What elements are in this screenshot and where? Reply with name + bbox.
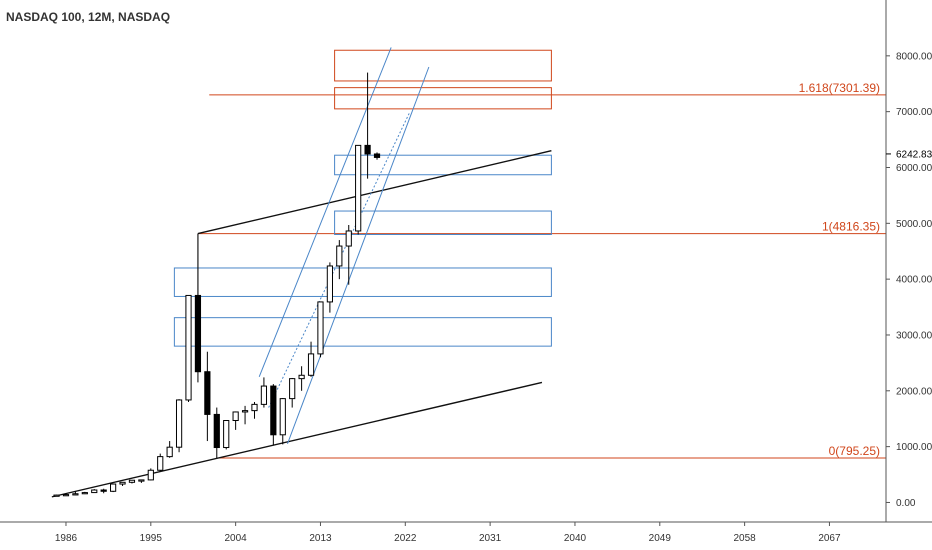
- x-tick-label: 2067: [818, 533, 841, 544]
- time-axis[interactable]: 1986 1995 2004 2013 2022 2031 2040 2049 2058 2067: [55, 522, 841, 544]
- chart-title: NASDAQ 100, 12M, NASDAQ: [6, 10, 170, 24]
- x-tick-label: 1995: [140, 533, 163, 544]
- candle-up: [175, 399, 183, 448]
- black-trendline[interactable]: [197, 150, 552, 235]
- blue-zone-box[interactable]: [173, 267, 552, 297]
- candle-up: [119, 481, 126, 485]
- candle-up: [91, 489, 98, 494]
- candle-up: [185, 294, 192, 401]
- y-tick-label: 0.00: [896, 498, 916, 509]
- candle-up: [336, 245, 343, 267]
- candle-up: [138, 479, 145, 482]
- red-zone-box[interactable]: [334, 49, 552, 82]
- x-tick-label: 2013: [309, 533, 332, 544]
- candle-up: [298, 374, 305, 380]
- candle-up: [355, 144, 362, 232]
- y-tick-label: 7000.00: [896, 107, 932, 118]
- candle-down: [213, 413, 220, 449]
- blue-zone-box[interactable]: [334, 210, 552, 235]
- candle-up: [81, 492, 88, 495]
- candle-up: [110, 483, 117, 492]
- blue-channel-line[interactable]: [258, 47, 392, 378]
- candle-up: [62, 494, 70, 497]
- candle-up: [157, 456, 164, 471]
- x-tick-label: 2004: [225, 533, 248, 544]
- fib-level-label: 1(4816.35): [822, 220, 880, 234]
- price-axis[interactable]: 0.00 1000.00 2000.00 3000.00 4000.00 5000.00 6…: [886, 51, 932, 509]
- fib-level-label: 0(795.25): [829, 444, 880, 458]
- candle-up: [53, 494, 60, 497]
- candle-up: [345, 230, 352, 247]
- candle-up: [147, 469, 154, 481]
- candle-up: [279, 398, 286, 436]
- candle-up: [128, 479, 136, 483]
- last-price-tag: 6242.83: [886, 149, 932, 160]
- candle-up: [326, 265, 333, 303]
- fib-level-label: 1.618(7301.39): [799, 81, 880, 95]
- candle-up: [72, 493, 79, 496]
- candle-up: [251, 403, 258, 412]
- y-tick-label: 2000.00: [896, 386, 932, 397]
- y-tick-label: 6000.00: [896, 163, 932, 174]
- x-tick-label: 2031: [479, 533, 502, 544]
- candle-down: [364, 144, 371, 155]
- blue-zone-box[interactable]: [334, 154, 552, 176]
- candle-up: [241, 410, 249, 413]
- blue-channel-line[interactable]: [287, 66, 430, 445]
- y-tick-label: 8000.00: [896, 51, 932, 62]
- candle-down: [373, 153, 381, 158]
- y-tick-label: 5000.00: [896, 219, 932, 230]
- candle-down: [194, 294, 202, 373]
- candle-down: [100, 489, 107, 492]
- x-tick-label: 2049: [649, 533, 672, 544]
- blue-zone-box[interactable]: [173, 317, 552, 347]
- candle-up: [289, 378, 296, 400]
- candle-down: [204, 371, 211, 415]
- candle-up: [260, 385, 268, 405]
- candle-up: [166, 446, 173, 458]
- y-tick-label: 1000.00: [896, 442, 932, 453]
- x-tick-label: 2058: [733, 533, 756, 544]
- candle-up: [307, 353, 315, 376]
- candles-layer: [53, 72, 381, 497]
- y-tick-label: 4000.00: [896, 275, 932, 286]
- x-tick-label: 2022: [394, 533, 417, 544]
- candle-up: [232, 411, 239, 422]
- fib-labels-layer: 1.618(7301.39) 1(4816.35) 0(795.25): [799, 81, 880, 458]
- x-tick-label: 2040: [564, 533, 587, 544]
- black-trendline[interactable]: [51, 381, 543, 498]
- candle-down: [270, 385, 277, 436]
- x-tick-label: 1986: [55, 533, 78, 544]
- candle-up: [223, 420, 230, 449]
- blue-channel-midline[interactable]: [268, 111, 411, 408]
- last-price-label: 6242.83: [896, 149, 932, 160]
- y-tick-label: 3000.00: [896, 330, 932, 341]
- red-zone-box[interactable]: [334, 87, 552, 110]
- candle-up: [317, 301, 324, 355]
